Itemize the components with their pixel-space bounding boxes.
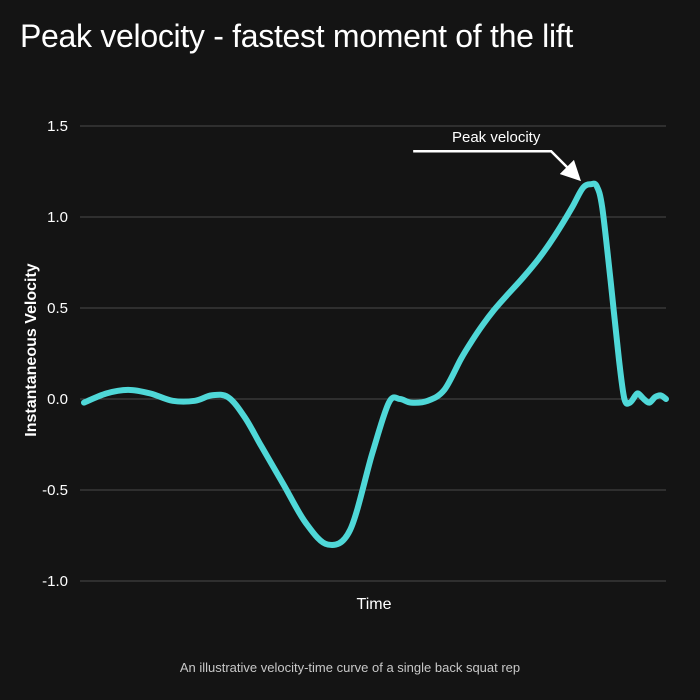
x-axis-label: Time — [357, 596, 392, 613]
chart-title: Peak velocity - fastest moment of the li… — [20, 18, 573, 54]
data-series — [81, 180, 669, 548]
velocity-line — [81, 180, 669, 548]
y-tick-labels: -1.0 -0.5 0.0 0.5 1.0 1.5 — [42, 118, 68, 590]
chart-caption: An illustrative velocity-time curve of a… — [179, 660, 521, 675]
y-tick-label: 1.5 — [47, 118, 68, 135]
y-tick-label: -1.0 — [42, 573, 68, 590]
annotation-label: Peak velocity — [452, 129, 541, 146]
annotations: Peak velocity — [413, 129, 581, 182]
y-tick-label: 0.5 — [47, 300, 68, 317]
y-tick-label: -0.5 — [42, 482, 68, 499]
y-axis-label: Instantaneous Velocity — [23, 263, 40, 436]
annotation-arrow — [413, 149, 581, 182]
y-tick-label: 0.0 — [47, 391, 68, 408]
y-tick-label: 1.0 — [47, 209, 68, 226]
